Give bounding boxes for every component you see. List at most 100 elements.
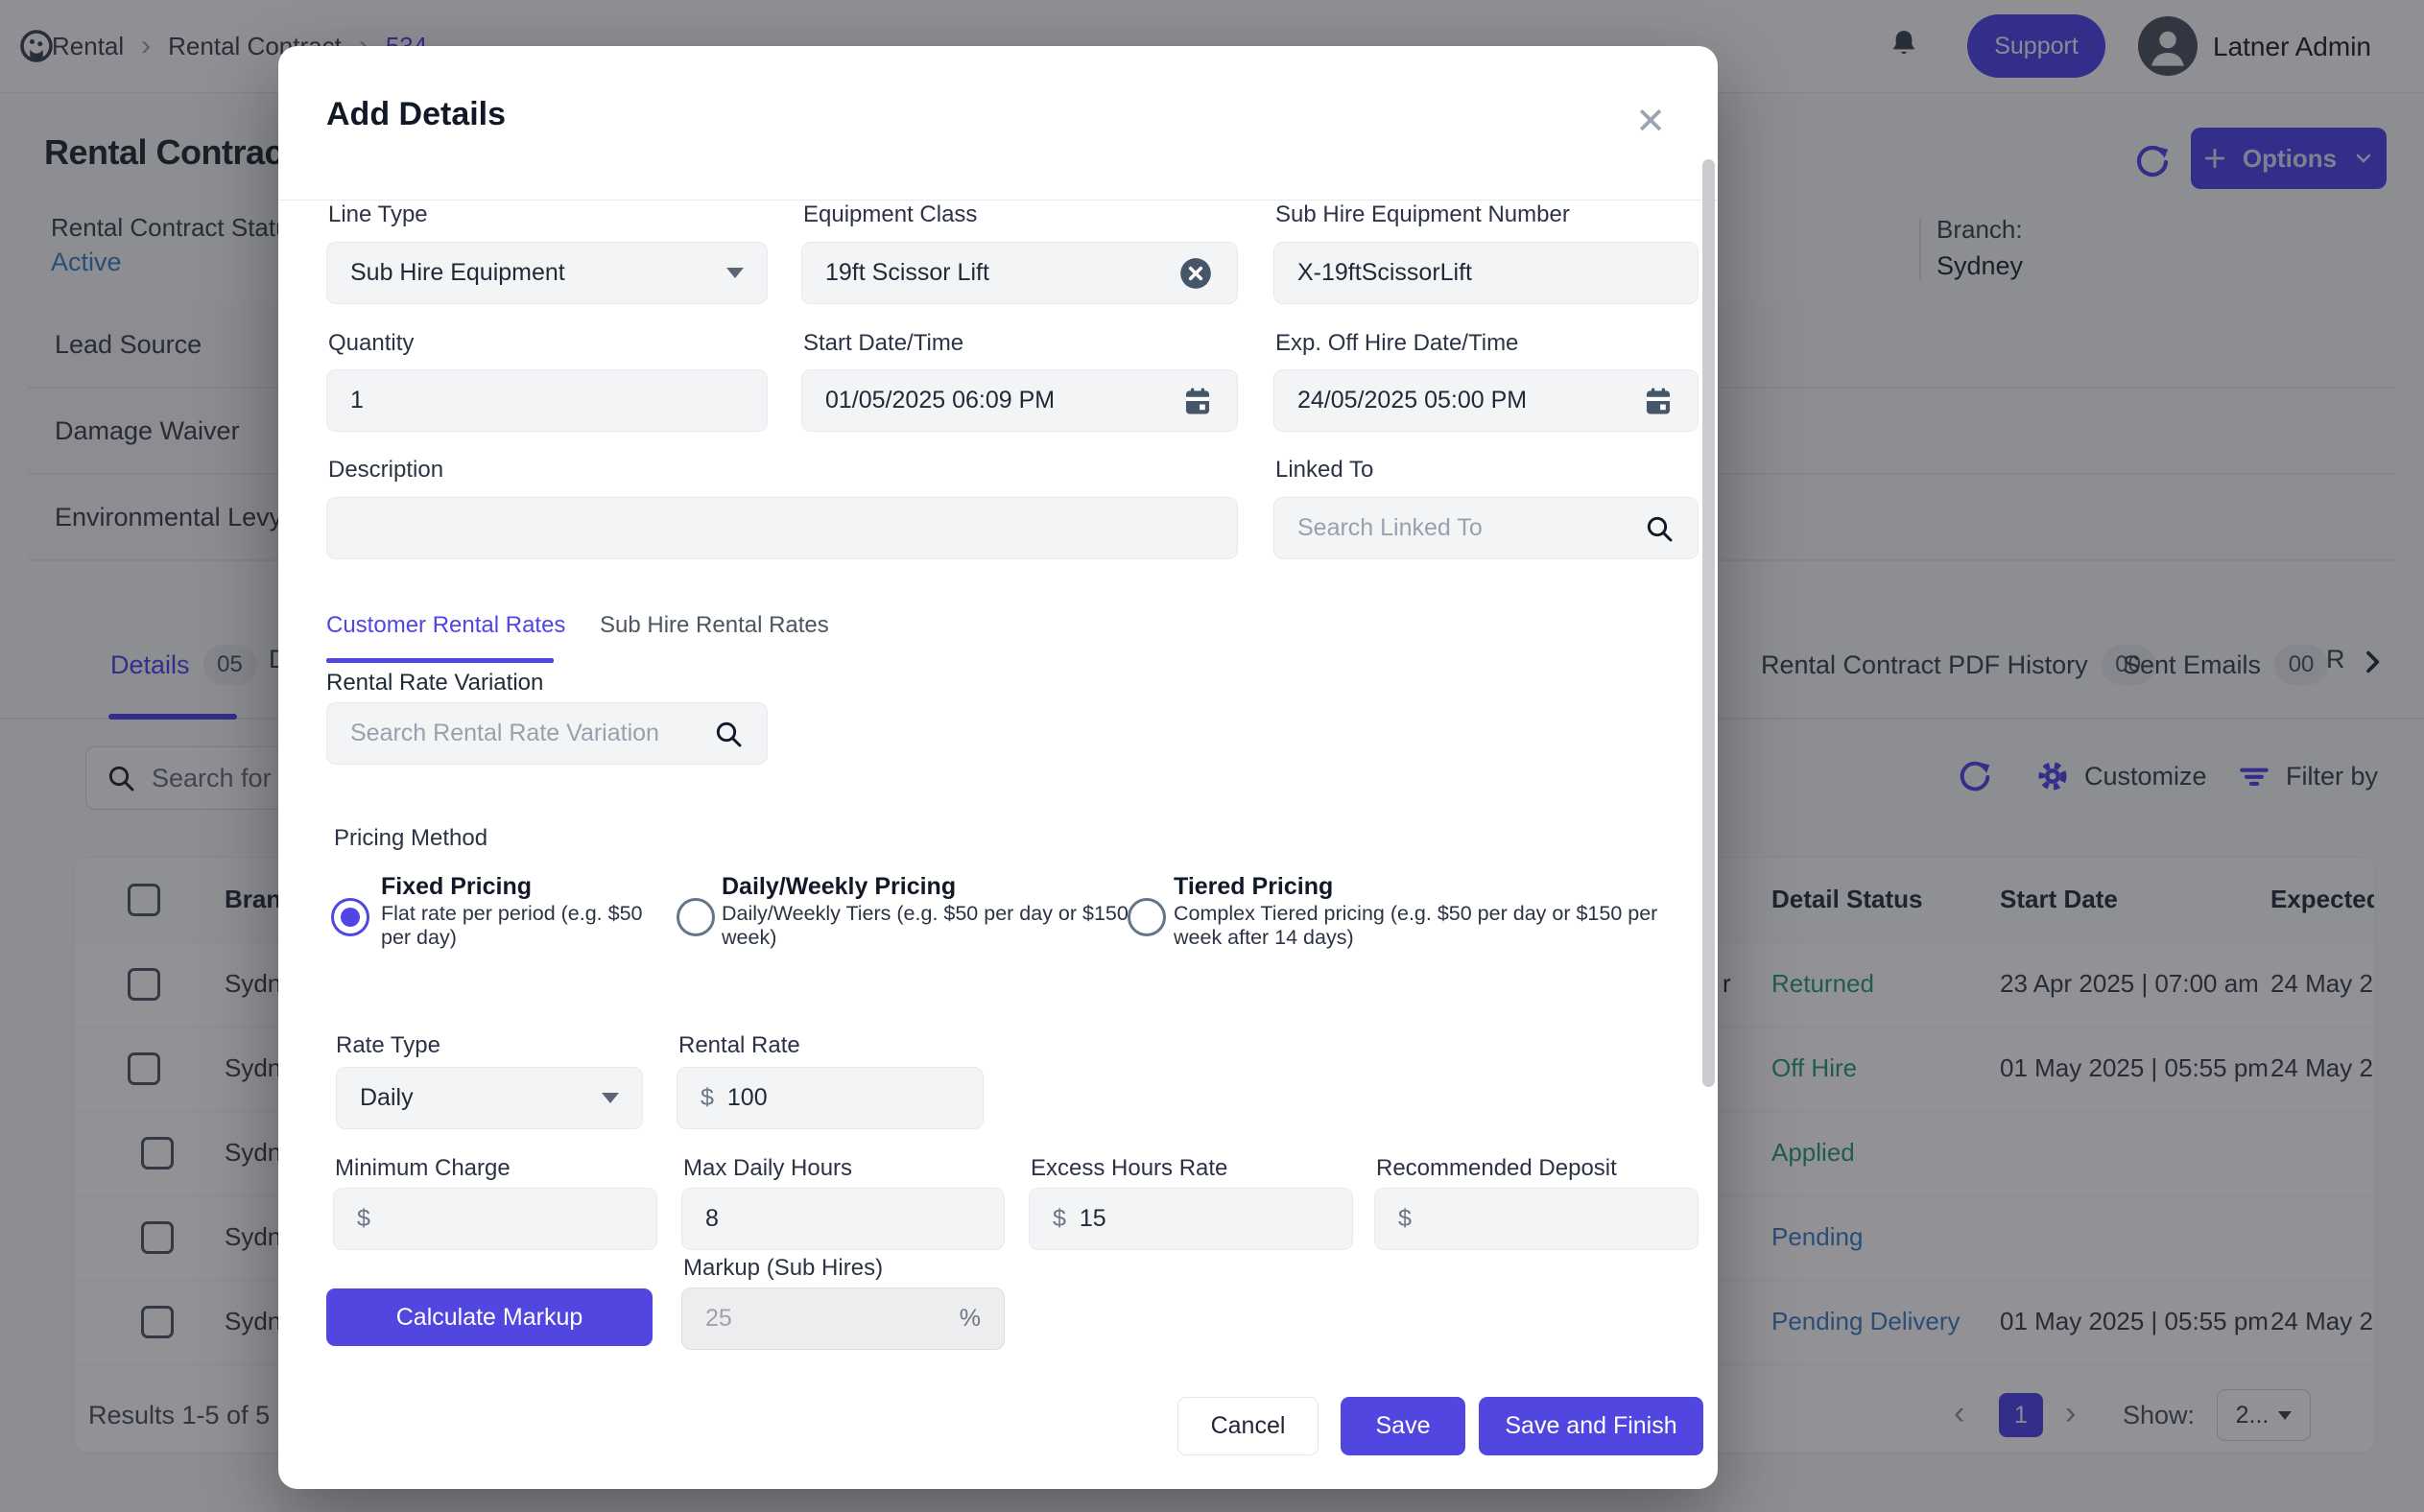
rate-type-value: Daily (360, 1084, 414, 1111)
tab-customer-rental-rates[interactable]: Customer Rental Rates (326, 612, 566, 638)
rental-rate-input[interactable]: $ 100 (677, 1067, 984, 1129)
excess-hours-rate-input[interactable]: $ 15 (1029, 1188, 1353, 1250)
expected-date-cell: 24 May 2 (2270, 969, 2373, 998)
equipment-class-value: 19ft Scissor Lift (825, 259, 989, 286)
user-avatar[interactable] (2138, 16, 2198, 76)
table-refresh-button[interactable] (1956, 758, 1994, 801)
cancel-button[interactable]: Cancel (1177, 1397, 1319, 1455)
pagination-prev-chevron[interactable]: ‹ (1954, 1395, 1965, 1431)
person-icon (2151, 31, 2184, 66)
linked-to-label: Linked To (1275, 457, 1374, 483)
tab-sent-emails[interactable]: Sent Emails 00 (2123, 645, 2329, 685)
column-header-detail-status[interactable]: Detail Status (1771, 885, 1923, 913)
max-daily-hours-input[interactable]: 8 (681, 1188, 1005, 1250)
app-logo-icon[interactable] (19, 29, 54, 68)
tabs-scroll-right-chevron[interactable] (2357, 647, 2388, 682)
calendar-button[interactable] (1642, 385, 1675, 417)
line-type-select[interactable]: Sub Hire Equipment (326, 242, 768, 304)
clear-circle-icon (1180, 257, 1211, 289)
minimum-charge-label: Minimum Charge (335, 1155, 511, 1181)
expected-date-cell: 24 May 2 (2270, 1307, 2373, 1335)
start-datetime-label: Start Date/Time (803, 330, 964, 356)
options-button[interactable]: Options (2191, 128, 2387, 189)
modal-title: Add Details (326, 96, 507, 132)
refresh-icon (1960, 761, 1990, 791)
tab-pdf-history[interactable]: Rental Contract PDF History 00 (1761, 645, 2155, 685)
option-description: Complex Tiered pricing (e.g. $50 per day… (1174, 902, 1658, 949)
row-checkbox[interactable] (141, 1221, 174, 1254)
rate-type-select[interactable]: Daily (336, 1067, 643, 1129)
refresh-icon (2136, 145, 2169, 177)
quantity-label: Quantity (328, 330, 415, 356)
equipment-class-input[interactable]: 19ft Scissor Lift (801, 242, 1238, 304)
off-hire-datetime-input[interactable]: 24/05/2025 05:00 PM (1273, 369, 1699, 432)
table-row[interactable]: Sydne r Returned 23 Apr 2025 | 07:00 am … (74, 942, 2375, 1028)
calendar-icon (1646, 388, 1671, 413)
linked-to-search-input[interactable]: Search Linked To (1273, 497, 1699, 559)
column-header-start-date[interactable]: Start Date (2000, 885, 2118, 913)
select-all-checkbox[interactable] (128, 884, 160, 916)
user-name[interactable]: Latner Admin (2213, 32, 2371, 61)
hidden-column-fragment: r (1723, 969, 1731, 998)
save-and-finish-button[interactable]: Save and Finish (1479, 1397, 1703, 1455)
calendar-button[interactable] (1181, 385, 1214, 417)
currency-prefix: $ (701, 1084, 714, 1111)
notification-bell-icon[interactable] (1885, 27, 1923, 70)
tab-fragment-right[interactable]: R (2326, 645, 2345, 673)
save-button[interactable]: Save (1341, 1397, 1465, 1455)
branch-value: Sydney (1937, 251, 2024, 280)
branch-cell: Sydne (225, 1138, 280, 1167)
rental-rate-variation-search-input[interactable]: Search Rental Rate Variation (326, 702, 768, 765)
filter-by-label: Filter by (2286, 761, 2379, 791)
modal-scrollbar-thumb[interactable] (1702, 159, 1715, 1087)
minimum-charge-input[interactable]: $ (333, 1188, 657, 1250)
breadcrumb-item-rental[interactable]: Rental (52, 31, 125, 60)
row-checkbox[interactable] (141, 1137, 174, 1169)
option-description: Flat rate per period (e.g. $50 per day) (381, 902, 643, 949)
column-header-expected[interactable]: Expected (2270, 885, 2374, 913)
recommended-deposit-input[interactable]: $ (1374, 1188, 1699, 1250)
tab-pdf-history-badge: 00 (2101, 645, 2155, 685)
currency-prefix: $ (1398, 1205, 1412, 1232)
filter-button[interactable]: Filter by (2236, 758, 2378, 794)
sub-hire-number-input[interactable]: X-19ftScissorLift (1273, 242, 1699, 304)
rental-rate-label: Rental Rate (678, 1032, 800, 1058)
pagination-page-1[interactable]: 1 (1999, 1393, 2043, 1437)
page-size-select[interactable]: 2... (2217, 1389, 2311, 1441)
radio-daily-weekly-pricing[interactable] (677, 898, 715, 936)
customize-button[interactable]: Customize (2034, 758, 2207, 794)
tab-details-badge: 05 (202, 645, 257, 685)
tab-details[interactable]: Details 05 (110, 645, 257, 685)
description-input[interactable] (326, 497, 1238, 559)
row-checkbox[interactable] (128, 968, 160, 1001)
refresh-button[interactable] (2132, 142, 2173, 187)
calculate-markup-button[interactable]: Calculate Markup (326, 1288, 653, 1346)
status-cell: Applied (1771, 1138, 1855, 1167)
row-checkbox[interactable] (141, 1306, 174, 1338)
pagination-next-chevron[interactable]: › (2065, 1395, 2077, 1431)
active-tab-underline (326, 658, 554, 663)
currency-prefix: $ (357, 1205, 370, 1232)
status-value: Active (51, 248, 122, 276)
rental-rate-variation-label: Rental Rate Variation (326, 670, 544, 696)
sub-hire-number-value: X-19ftScissorLift (1297, 259, 1473, 286)
excess-hours-rate-label: Excess Hours Rate (1031, 1155, 1228, 1181)
start-datetime-input[interactable]: 01/05/2025 06:09 PM (801, 369, 1238, 432)
radio-tiered-pricing[interactable] (1128, 898, 1166, 936)
clear-button[interactable] (1177, 255, 1214, 292)
support-button[interactable]: Support (1967, 14, 2105, 78)
tab-pdf-history-label: Rental Contract PDF History (1761, 650, 2088, 679)
radio-fixed-pricing[interactable] (331, 898, 369, 936)
close-button[interactable]: ✕ (1622, 92, 1679, 150)
row-checkbox[interactable] (128, 1052, 160, 1085)
modal-divider (278, 200, 1718, 201)
linked-to-placeholder: Search Linked To (1297, 514, 1483, 541)
rental-rate-value: 100 (726, 1084, 768, 1111)
tab-sub-hire-rental-rates[interactable]: Sub Hire Rental Rates (600, 612, 829, 638)
filter-icon (2240, 768, 2269, 786)
quantity-input[interactable]: 1 (326, 369, 768, 432)
branch-cell: Sydne (225, 969, 280, 998)
close-icon: ✕ (1635, 101, 1666, 142)
add-details-dialog: Add Details ✕ Line Type Sub Hire Equipme… (278, 46, 1718, 1489)
